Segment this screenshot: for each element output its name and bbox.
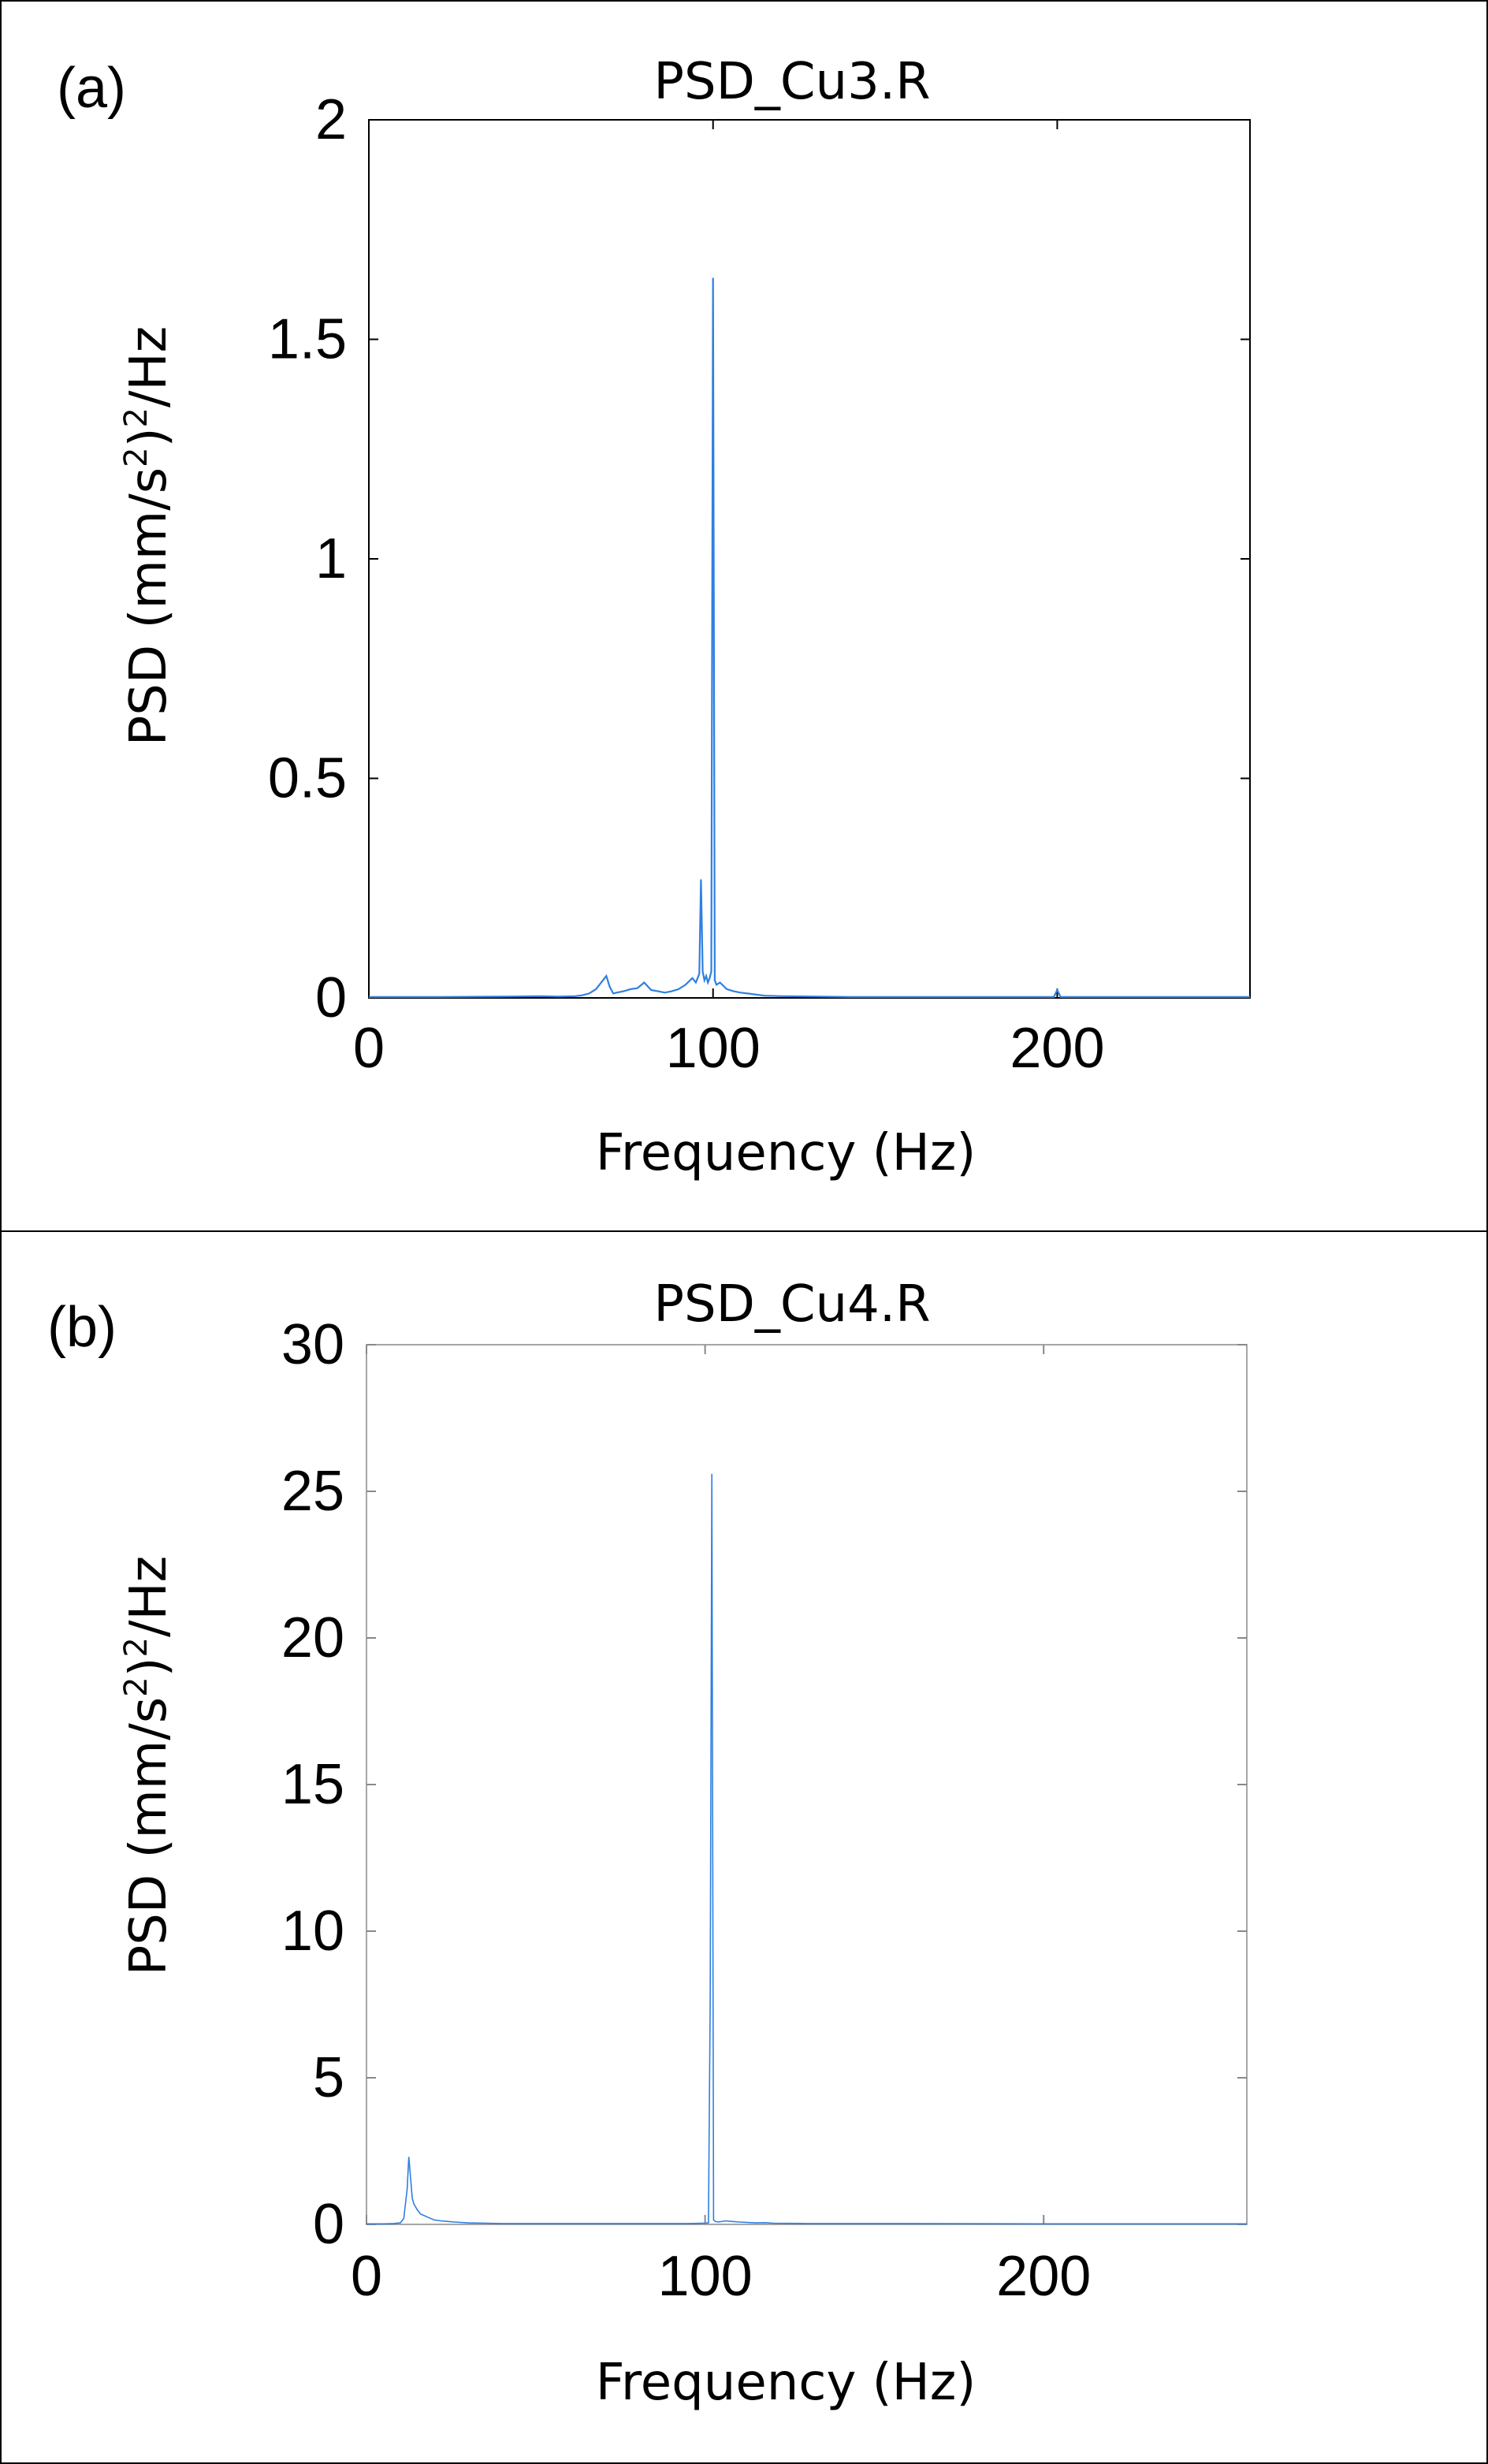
panel-a-ylabel: PSD (mm/s2)2/Hz xyxy=(118,326,178,746)
panel-a-y-ticks: 0 0.5 1 1.5 2 xyxy=(268,88,1250,1029)
panel-a-series xyxy=(369,277,1250,999)
y-tick-label: 20 xyxy=(281,1606,344,1669)
panel-b-label: (b) xyxy=(47,1296,117,1359)
y-tick-label: 0.5 xyxy=(268,747,347,810)
x-tick-label: 100 xyxy=(658,2245,753,2308)
panel-a-ylabel-sup: 2 xyxy=(118,447,154,467)
panel-b-ylabel-prefix: PSD (mm/s xyxy=(120,1697,178,1975)
y-tick-label: 5 xyxy=(313,2046,344,2109)
y-tick-label: 1.5 xyxy=(268,308,347,371)
panel-a-ylabel-prefix: PSD (mm/s xyxy=(120,467,178,746)
panel-b: (b) PSD_Cu4.R 0 5 10 15 20 25 30 0 100 200 Frequ… xyxy=(47,1275,1248,2412)
panel-b-y-ticks: 0 5 10 15 20 25 30 xyxy=(281,1313,1247,2256)
y-tick-label: 10 xyxy=(281,1900,344,1963)
x-tick-label: 100 xyxy=(666,1017,761,1080)
y-tick-label: 30 xyxy=(281,1313,344,1376)
psd-series-line xyxy=(366,1473,1247,2225)
y-tick-label: 25 xyxy=(281,1460,344,1523)
x-tick-label: 0 xyxy=(351,2245,382,2308)
panel-a-x-ticks: 0 100 200 xyxy=(353,120,1105,1080)
y-tick-label: 1 xyxy=(315,527,347,590)
y-tick-label: 0 xyxy=(313,2193,344,2256)
panel-b-title: PSD_Cu4.R xyxy=(653,1275,930,1334)
panel-a-label: (a) xyxy=(57,57,126,120)
y-tick-label: 0 xyxy=(315,966,347,1029)
panel-a-ylabel-mid: ) xyxy=(120,427,178,447)
panel-a-ylabel-sup2: 2 xyxy=(118,408,154,427)
panel-a: (a) PSD_Cu3.R 0 0.5 1 1.5 2 0 100 200 Frequenc… xyxy=(57,53,1251,1182)
x-tick-label: 200 xyxy=(996,2245,1091,2308)
panel-b-ylabel: PSD (mm/s2)2/Hz xyxy=(118,1556,178,1976)
panel-b-ylabel-mid: ) xyxy=(120,1657,178,1677)
x-tick-label: 0 xyxy=(353,1017,385,1080)
y-tick-label: 2 xyxy=(315,88,347,151)
y-tick-label: 15 xyxy=(281,1753,344,1816)
x-tick-label: 200 xyxy=(1010,1017,1104,1080)
panel-b-ylabel-sup2: 2 xyxy=(118,1637,154,1657)
panel-b-xlabel: Frequency (Hz) xyxy=(596,2354,976,2412)
panel-b-series xyxy=(366,1473,1247,2225)
panel-a-ylabel-suffix: /Hz xyxy=(120,326,178,408)
panel-b-ylabel-suffix: /Hz xyxy=(120,1556,178,1637)
psd-series-line xyxy=(369,277,1250,999)
panel-a-xlabel: Frequency (Hz) xyxy=(596,1124,976,1182)
panel-a-title: PSD_Cu3.R xyxy=(653,53,930,111)
panel-b-ylabel-sup: 2 xyxy=(118,1677,154,1696)
